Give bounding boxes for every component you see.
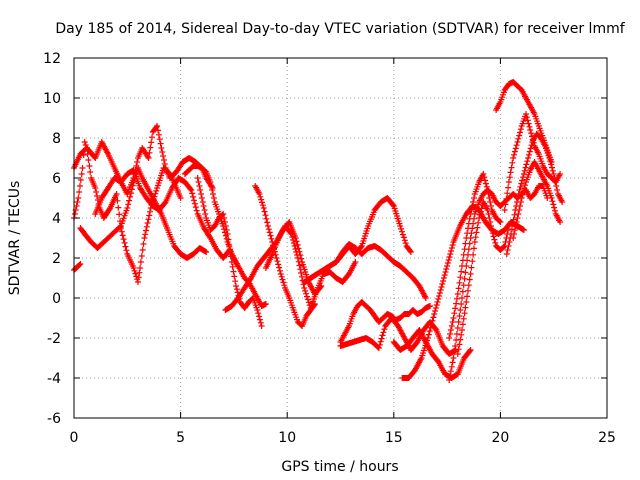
data-point-markers [301,195,414,285]
data-point-markers [446,171,504,341]
data-point-markers [446,183,551,383]
y-tick-label: 12 [43,51,61,67]
data-point-markers [194,175,265,329]
series-arc-5 [92,167,239,267]
data-point-markers [337,315,459,357]
series-arc-13 [337,299,433,345]
data-point-markers [503,131,566,257]
chart-title: Day 185 of 2014, Sidereal Day-to-day VTE… [55,21,625,37]
series-arc-11 [301,195,414,285]
data-point-markers [71,261,84,273]
data-point-markers [337,299,433,345]
tick-labels: 0 5 10 15 20 25 -6 -4 -2 0 2 4 6 8 10 12 [43,51,616,446]
y-tick-label: -6 [47,411,61,427]
x-tick-label: 0 [70,430,79,446]
y-tick-label: 8 [52,131,61,147]
data-point-markers [92,167,239,267]
y-tick-label: 2 [52,251,61,267]
x-tick-label: 5 [176,430,185,446]
y-tick-label: 4 [52,211,61,227]
series-arc-15 [390,327,474,381]
y-tick-label: 10 [43,91,61,107]
y-tick-label: -2 [47,331,61,347]
x-tick-label: 10 [278,430,296,446]
y-tick-label: 0 [52,291,61,307]
series-arc-14 [337,315,459,357]
series-arc-23 [510,159,564,241]
data-point-markers [399,203,527,381]
axis-ticks [73,57,608,419]
series-arc-7 [194,175,265,329]
data-point-markers [510,159,564,241]
data-point-markers [71,139,184,285]
x-tick-label: 20 [491,430,509,446]
series-arc-22 [503,131,566,257]
y-tick-label: -4 [47,371,61,387]
x-tick-label: 25 [598,430,616,446]
series-arc-12 [333,241,429,301]
series-arc-10 [262,223,359,311]
data-point-markers [262,223,359,311]
series-arc-17 [446,183,551,383]
y-tick-label: 6 [52,171,61,187]
grid-layer [74,58,607,418]
data-point-markers [390,327,474,381]
x-axis-title: GPS time / hours [281,459,398,475]
y-axis-title: SDTVAR / TECUs [7,181,23,296]
series-arc-1 [71,261,84,273]
data-point-markers [333,241,429,301]
series-arc-16 [399,203,527,381]
x-tick-label: 15 [385,430,403,446]
series-arc-19 [454,199,512,357]
data-point-markers [454,199,512,357]
plot-frame [73,57,608,419]
series-arc-18 [446,171,504,341]
data-points [71,79,566,383]
series-arc-2 [71,139,184,285]
